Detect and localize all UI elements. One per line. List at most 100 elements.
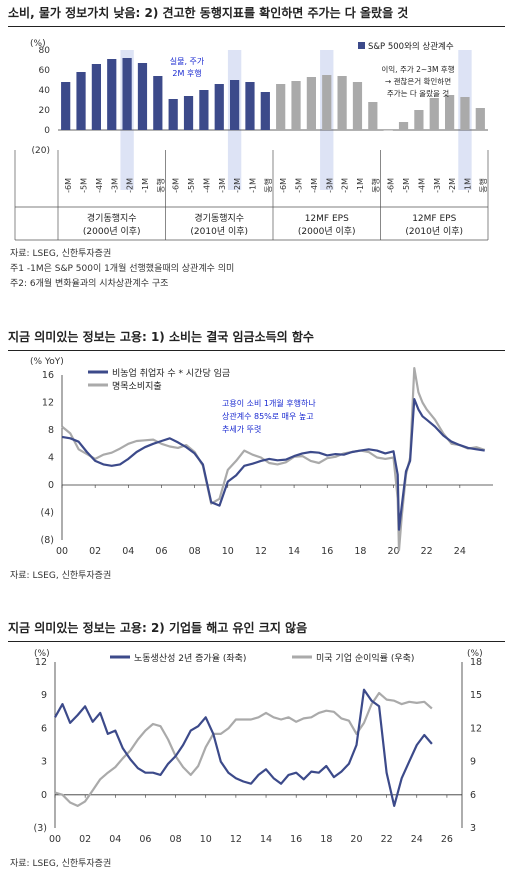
chart1-bar [230, 80, 240, 130]
y-tick-label: 12 [35, 657, 47, 668]
chart1-bar [61, 82, 71, 130]
y-tick-label: 8 [48, 425, 54, 436]
y2-tick-label: 9 [470, 757, 476, 768]
chart1-category-label: -2M [448, 178, 457, 193]
x-tick-label: 12 [255, 546, 267, 557]
chart1-bar [368, 102, 378, 130]
chart1-group-label: 경기동행지수 [87, 212, 137, 224]
chart1-bar [214, 84, 224, 130]
chart1-bar [137, 63, 148, 130]
chart1-category-label: -6M [387, 178, 396, 193]
chart1-bar [337, 76, 347, 130]
y2-tick-label: 12 [470, 723, 482, 734]
x-tick-label: 08 [170, 834, 182, 845]
y-tick-label: 12 [42, 398, 54, 409]
y2-tick-label: 15 [470, 690, 482, 701]
series-line [61, 397, 485, 531]
chart1-title: 소비, 물가 정보가치 낮음: 2) 견고한 동행지표를 확인하면 주가는 다 … [8, 2, 505, 27]
chart1-category-label: -3M [218, 178, 227, 193]
chart3-legend-label: 미국 기업 순이익률 (우축) [316, 652, 414, 664]
chart2-unit: (% YoY) [30, 357, 64, 367]
x-tick-label: 06 [155, 546, 167, 557]
chart1-annotation: 주가는 다 올랐을 것 [387, 88, 449, 98]
chart1-bar [291, 81, 301, 130]
x-tick-label: 12 [230, 834, 242, 845]
x-tick-label: 10 [222, 546, 234, 557]
x-tick-label: 14 [288, 546, 300, 557]
chart1-bar [445, 95, 455, 130]
chart1-group-label: 경기동행지수 [194, 212, 244, 224]
chart1-group-label: (2010년 이후) [190, 226, 248, 237]
chart1-category-label: -3M [110, 178, 119, 193]
x-tick-label: 18 [354, 546, 366, 557]
chart3-title: 지금 의미있는 정보는 고용: 2) 기업들 해고 유인 크지 않음 [8, 617, 505, 642]
chart1-annotation: → 괜찮은거 확인하면 [385, 76, 451, 86]
chart1-bar [245, 82, 255, 130]
y-tick-label: 0 [48, 480, 54, 491]
chart1-category-label: -5M [295, 178, 304, 193]
chart1-group-label: 12MF EPS [305, 214, 349, 224]
y-tick-label: 4 [48, 453, 54, 464]
x-tick-label: 20 [387, 546, 399, 557]
x-tick-label: 16 [321, 546, 333, 557]
chart1-bar [322, 75, 332, 130]
chart1-bar [76, 72, 86, 130]
chart3-legend-label: 노동생산성 2년 증가율 (좌축) [134, 653, 246, 664]
x-tick-label: 18 [320, 834, 332, 845]
chart1-bar [107, 59, 117, 130]
chart1-category-label: -4M [310, 178, 319, 193]
x-tick-label: 22 [381, 834, 393, 845]
x-tick-label: 00 [56, 546, 68, 557]
x-tick-label: 24 [454, 546, 466, 557]
x-tick-label: 10 [200, 834, 212, 845]
chart1-category-label: -6M [172, 178, 181, 193]
chart1-note-2: 주2: 6개월 변화율과의 시차상관계수 구조 [10, 279, 169, 289]
chart3-svg: (3) 0 3 6 9 12 3 6 9 12 15 18 00 02 04 06 08 10 12 14 16 18 20… [34, 649, 483, 845]
x-tick-label: 02 [79, 834, 91, 845]
x-tick-label: 08 [189, 546, 201, 557]
chart1-ytick: 40 [39, 86, 51, 96]
chart1-bar [414, 110, 424, 130]
chart1-legend-swatch [358, 42, 365, 49]
chart2-annotation: 고용이 소비 1개월 후행하나 [222, 398, 316, 408]
chart1-unit: (%) [30, 39, 46, 49]
chart1-category-label: -2M [126, 178, 135, 193]
y-tick-label: 3 [41, 757, 47, 768]
chart1-bar [122, 58, 132, 130]
chart1-category-label: -3M [433, 178, 442, 193]
chart2-legend-label: 비농업 취업자 수 * 시간당 임금 [112, 367, 230, 379]
chart1-group-label: (2010년 이후) [405, 226, 463, 237]
chart2-legend-label: 명목소비지출 [112, 381, 162, 392]
chart3-unit-right: (%) [467, 649, 483, 659]
chart2-title: 지금 의미있는 정보는 고용: 1) 소비는 결국 임금소득의 함수 [8, 326, 505, 351]
chart1-bar [276, 84, 286, 130]
y2-tick-label: 3 [470, 823, 476, 834]
chart1-category-label: -5M [187, 178, 196, 193]
chart2-annotation: 상관계수 85%로 매우 높고 [222, 411, 314, 421]
y-tick-label: 9 [41, 690, 47, 701]
x-tick-label: 00 [49, 834, 61, 845]
chart1-bar [199, 90, 209, 130]
chart1-category-label: -4M [417, 178, 426, 193]
chart1-category-label: -1M [356, 178, 365, 193]
chart1-bar [383, 130, 393, 131]
y2-tick-label: 18 [470, 657, 482, 668]
chart1-ytick: 20 [39, 106, 51, 116]
chart1-category-label: 동행 [263, 178, 273, 193]
x-tick-label: 06 [139, 834, 151, 845]
series-line [54, 691, 433, 807]
chart1-category-label: -1M [248, 178, 257, 193]
chart1-category-label: 동행 [155, 178, 165, 193]
chart1-annotation: 실물, 주가 [170, 56, 205, 66]
y-tick-label: (8) [41, 535, 54, 546]
x-tick-label: 04 [109, 834, 121, 845]
chart1-annotation: 이익, 주가 2~3M 후행 [381, 64, 454, 74]
chart1-bar [183, 96, 194, 130]
y-tick-label: (3) [34, 823, 47, 834]
x-tick-label: 02 [89, 546, 101, 557]
x-tick-label: 24 [411, 834, 423, 845]
chart1-group-label: (2000년 이후) [298, 226, 356, 237]
y-tick-label: 6 [41, 723, 47, 734]
